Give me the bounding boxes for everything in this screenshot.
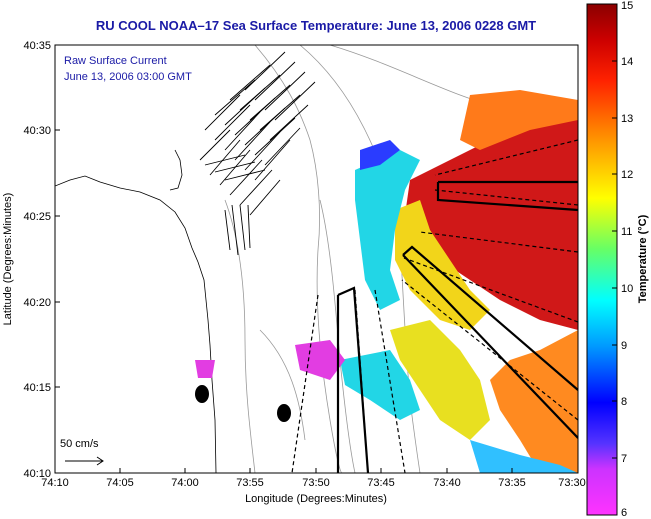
colorbar-tick-label: 13 xyxy=(621,113,633,125)
x-tick-label: 74:00 xyxy=(171,477,199,489)
colorbar-tick-label: 12 xyxy=(621,169,633,181)
y-tick-label: 40:20 xyxy=(23,297,51,309)
sst-south-tail xyxy=(470,440,578,473)
x-axis: 74:10 74:05 74:00 73:55 73:50 73:45 73:4… xyxy=(41,468,586,505)
current-annotation-line1: Raw Surface Current xyxy=(64,55,167,67)
colorbar-tick-label: 8 xyxy=(621,396,627,408)
y-tick-label: 40:10 xyxy=(23,468,51,480)
colorbar-tick-label: 11 xyxy=(621,226,632,238)
colorbar-tick-label: 9 xyxy=(621,340,627,352)
colorbar-tick-label: 14 xyxy=(621,56,633,68)
y-tick-label: 40:25 xyxy=(23,211,51,223)
colorbar-tick-label: 7 xyxy=(621,453,627,465)
y-tick-label: 40:30 xyxy=(23,125,51,137)
x-tick-label: 73:45 xyxy=(367,477,395,489)
sst-yellow-band xyxy=(395,200,490,330)
colorbar-label: Temperature (°C) xyxy=(637,214,649,303)
x-tick-label: 73:35 xyxy=(498,477,526,489)
colorbar-gradient xyxy=(586,3,618,516)
colorbar-tick-label: 6 xyxy=(621,507,627,519)
sst-east-edge-orange xyxy=(490,330,578,473)
x-axis-label: Longitude (Degrees:Minutes) xyxy=(245,493,387,505)
y-tick-label: 40:15 xyxy=(23,382,51,394)
x-tick-marks xyxy=(54,468,579,473)
transect-boxes xyxy=(336,180,578,473)
colorbar-tick-label: 10 xyxy=(621,283,633,295)
station-marker xyxy=(195,385,209,403)
x-tick-label: 73:50 xyxy=(302,477,330,489)
transect-lines xyxy=(291,139,578,473)
coastline xyxy=(55,175,217,473)
sst-orange-band xyxy=(460,90,578,150)
sst-blue-patch xyxy=(360,140,400,170)
map-title: RU COOL NOAA–17 Sea Surface Temperature:… xyxy=(96,18,536,33)
colorbar: 15 14 13 12 11 10 9 8 7 6 Temperature (°… xyxy=(586,0,649,519)
y-axis: 40:35 40:30 40:25 40:20 40:15 40:10 Lati… xyxy=(2,40,60,480)
surface-current-vectors xyxy=(199,51,316,256)
sst-warm-core xyxy=(405,110,578,330)
scale-arrow xyxy=(65,456,104,466)
x-tick-label: 73:30 xyxy=(558,477,586,489)
y-axis-label: Latitude (Degrees:Minutes) xyxy=(2,193,14,326)
map-area xyxy=(55,45,578,473)
sst-south-magenta xyxy=(295,340,345,380)
sst-cyan-band xyxy=(355,150,420,310)
y-tick-label: 40:35 xyxy=(23,40,51,52)
sandy-hook xyxy=(169,149,183,191)
colorbar-tick-label: 15 xyxy=(621,0,633,12)
sst-field xyxy=(195,90,578,473)
scale-label: 50 cm/s xyxy=(60,438,99,450)
x-tick-label: 73:55 xyxy=(236,477,264,489)
y-tick-marks xyxy=(55,44,60,474)
sst-south-yellow xyxy=(390,320,490,440)
x-tick-label: 73:40 xyxy=(433,477,461,489)
current-annotation-line2: June 13, 2006 03:00 GMT xyxy=(64,71,192,83)
sst-nearshore-magenta xyxy=(195,360,215,378)
station-marker xyxy=(277,404,291,422)
x-tick-label: 74:10 xyxy=(41,477,69,489)
colorbar-tick-marks xyxy=(612,3,617,516)
x-tick-label: 74:05 xyxy=(106,477,134,489)
